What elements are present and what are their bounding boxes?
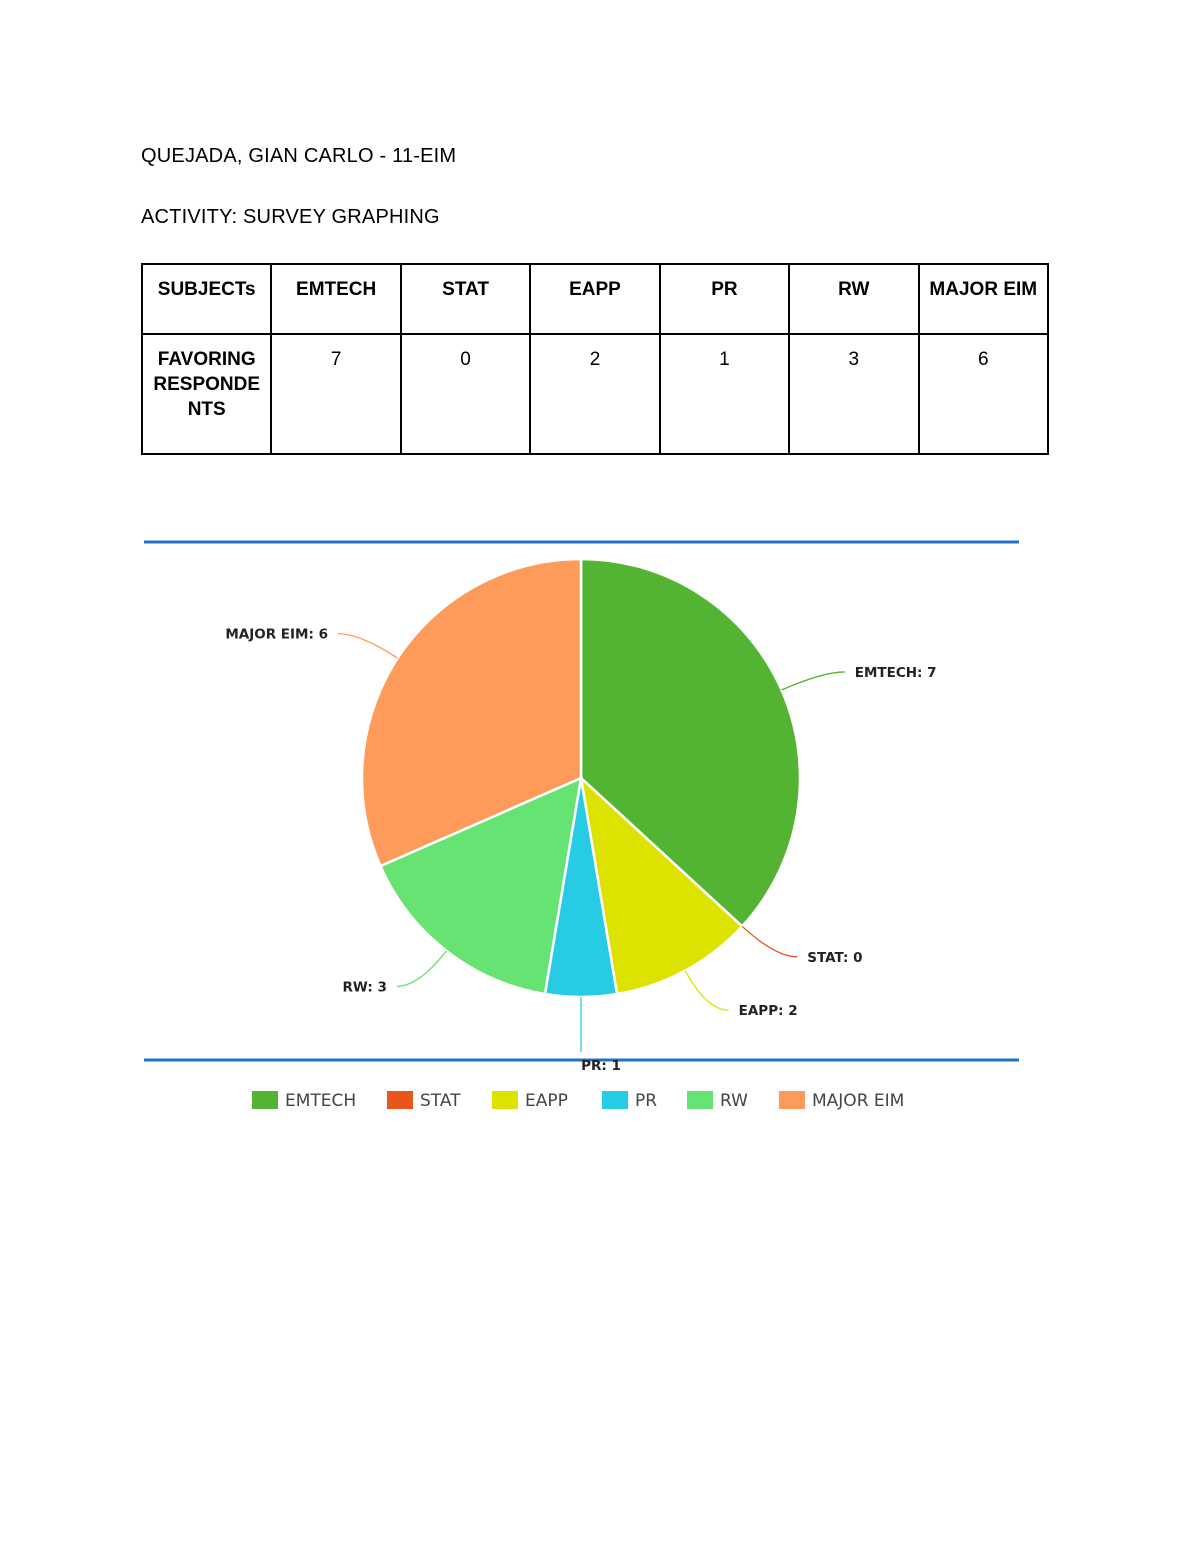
header-cell-stat: STAT (399, 263, 532, 335)
pie-data-labels: EMTECH: 7 STAT: 0 EAPP: 2 PR: 1 RW: 3 MAJOR E… (225, 627, 936, 1074)
data-label-emtech: EMTECH: 7 (855, 665, 937, 681)
leader-line-eapp (684, 970, 729, 1011)
chart-legend: EMTECH STAT EAPP PR RW MAJOR EIM (252, 1091, 904, 1111)
header-cell-rw: RW (788, 263, 920, 335)
activity-heading: ACTIVITY: SURVEY GRAPHING (141, 206, 440, 228)
pie-slice-rw (378, 775, 583, 996)
row-label-favoring-respondents: FAVORING RESPONDENTS (140, 333, 273, 455)
survey-table: SUBJECTs EMTECH STAT EAPP PR RW MAJOR EI… (140, 263, 1050, 455)
data-label-stat: STAT: 0 (807, 950, 862, 966)
pie-slice-major-eim (360, 557, 583, 868)
legend-label-major-eim: MAJOR EIM (812, 1091, 904, 1111)
pie-chart: EMTECH: 7 STAT: 0 EAPP: 2 PR: 1 RW: 3 MAJOR E… (144, 540, 1019, 1111)
data-label-pr: PR: 1 (581, 1058, 621, 1074)
value-cell-stat: 0 (399, 333, 532, 455)
value-cell-rw: 3 (788, 333, 920, 455)
leader-line-stat (741, 925, 798, 958)
header-cell-eapp: EAPP (529, 263, 661, 335)
legend-label-pr: PR (635, 1091, 657, 1111)
legend-swatch-pr (602, 1091, 628, 1109)
table-row: FAVORING RESPONDENTS 7 0 2 1 3 6 (140, 333, 1050, 455)
value-cell-major-eim: 6 (917, 333, 1050, 455)
header-cell-subjects: SUBJECTs (140, 263, 273, 335)
leader-line-emtech (781, 671, 845, 691)
student-heading: QUEJADA, GIAN CARLO - 11-EIM (141, 145, 457, 167)
data-label-rw: RW: 3 (342, 979, 386, 995)
legend-swatch-stat (387, 1091, 413, 1109)
value-cell-emtech: 7 (270, 333, 402, 455)
data-label-eapp: EAPP: 2 (739, 1003, 798, 1019)
table-header-row: SUBJECTs EMTECH STAT EAPP PR RW MAJOR EI… (140, 263, 1050, 335)
pie-slices (360, 557, 802, 999)
data-label-major-eim: MAJOR EIM: 6 (225, 627, 328, 643)
legend-swatch-rw (687, 1091, 713, 1109)
legend-label-stat: STAT (420, 1091, 461, 1111)
leader-line-major-eim (337, 632, 399, 659)
header-cell-major-eim: MAJOR EIM (917, 263, 1050, 335)
legend-swatch-emtech (252, 1091, 278, 1109)
pie-leader-lines (337, 632, 845, 1052)
header-cell-pr: PR (658, 263, 791, 335)
legend-label-eapp: EAPP (525, 1091, 568, 1111)
legend-swatch-eapp (492, 1091, 518, 1109)
legend-label-emtech: EMTECH (285, 1091, 356, 1111)
legend-label-rw: RW (720, 1091, 748, 1111)
legend-swatch-major-eim (779, 1091, 805, 1109)
leader-line-rw (396, 950, 447, 987)
header-cell-emtech: EMTECH (270, 263, 402, 335)
value-cell-eapp: 2 (529, 333, 661, 455)
value-cell-pr: 1 (658, 333, 791, 455)
